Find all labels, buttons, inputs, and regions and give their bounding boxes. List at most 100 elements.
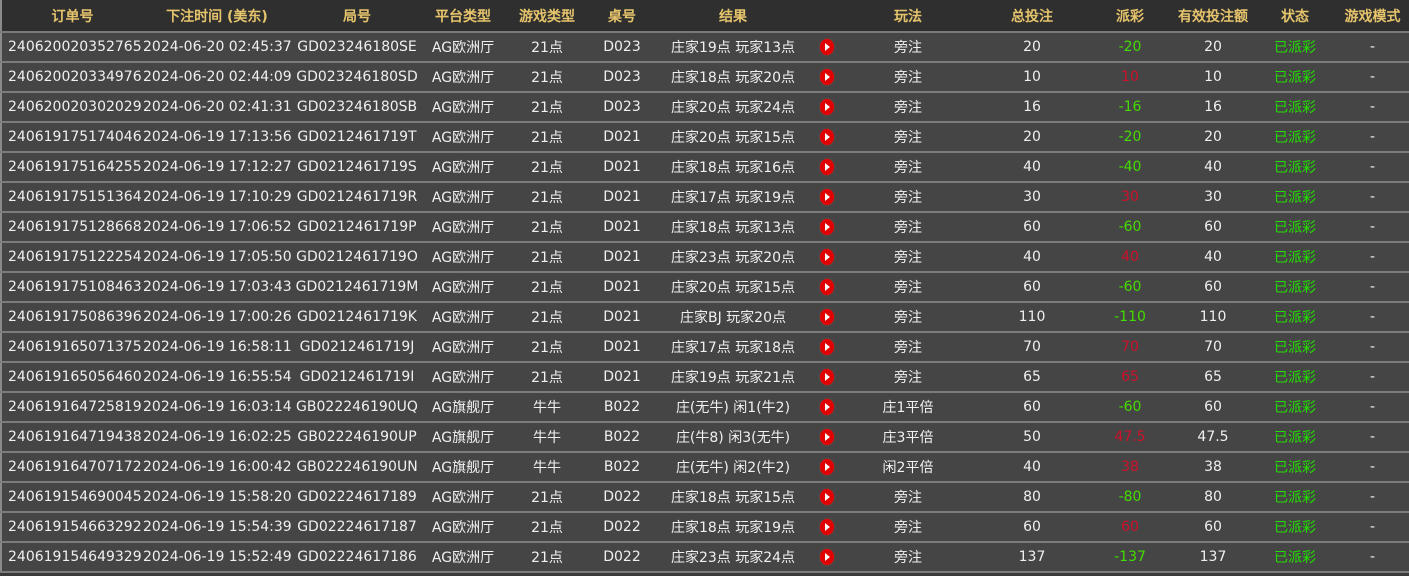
cell-payout: -60 [1089, 392, 1171, 423]
cell-bet-type: 旁注 [841, 302, 975, 333]
play-video-icon[interactable] [820, 399, 834, 415]
cell-game-type: 21点 [503, 32, 591, 63]
cell-result: 庄家19点 玩家13点 [653, 32, 813, 63]
cell-bet-time: 2024-06-19 17:10:29 [143, 182, 291, 213]
cell-table-id: D022 [591, 512, 653, 543]
cell-payout: 47.5 [1089, 422, 1171, 453]
cell-round-id: GD0212461719T [291, 122, 423, 153]
header-total-bet: 总投注 [975, 0, 1089, 33]
cell-payout: 40 [1089, 242, 1171, 273]
cell-order-id: 240619175086396 [1, 302, 143, 333]
play-video-icon[interactable] [820, 159, 834, 175]
play-video-icon[interactable] [820, 489, 834, 505]
play-video-icon[interactable] [820, 219, 834, 235]
header-round-id: 局号 [291, 0, 423, 33]
cell-table-id: D021 [591, 332, 653, 363]
cell-game-type: 21点 [503, 272, 591, 303]
cell-status: 已派彩 [1255, 482, 1335, 513]
cell-table-id: D021 [591, 182, 653, 213]
cell-bet-time: 2024-06-19 17:06:52 [143, 212, 291, 243]
cell-result: 庄家18点 玩家15点 [653, 482, 813, 513]
cell-result: 庄家23点 玩家20点 [653, 242, 813, 273]
play-video-icon[interactable] [820, 549, 834, 565]
cell-result: 庄家20点 玩家15点 [653, 122, 813, 153]
cell-platform: AG欧洲厅 [423, 272, 503, 303]
cell-bet-time: 2024-06-19 17:05:50 [143, 242, 291, 273]
play-video-icon[interactable] [820, 249, 834, 265]
cell-bet-time: 2024-06-19 16:00:42 [143, 452, 291, 483]
cell-status: 已派彩 [1255, 62, 1335, 93]
play-video-icon[interactable] [820, 519, 834, 535]
cell-valid-bet: 60 [1171, 272, 1255, 303]
cell-payout: -60 [1089, 212, 1171, 243]
play-video-icon[interactable] [820, 39, 834, 55]
cell-result: 庄家17点 玩家18点 [653, 332, 813, 363]
cell-platform: AG欧洲厅 [423, 212, 503, 243]
header-platform: 平台类型 [423, 0, 503, 33]
cell-bet-time: 2024-06-19 15:58:20 [143, 482, 291, 513]
cell-game-type: 牛牛 [503, 392, 591, 423]
cell-game-mode: - [1335, 152, 1409, 183]
cell-game-type: 牛牛 [503, 452, 591, 483]
cell-game-mode: - [1335, 452, 1409, 483]
cell-bet-type: 旁注 [841, 332, 975, 363]
cell-valid-bet: 30 [1171, 182, 1255, 213]
cell-payout: -20 [1089, 32, 1171, 63]
play-video-icon[interactable] [820, 459, 834, 475]
cell-table-id: D021 [591, 272, 653, 303]
cell-bet-type: 庄3平倍 [841, 422, 975, 453]
cell-bet-time: 2024-06-20 02:44:09 [143, 62, 291, 93]
cell-status: 已派彩 [1255, 302, 1335, 333]
cell-table-id: D021 [591, 212, 653, 243]
cell-table-id: D021 [591, 362, 653, 393]
cell-bet-type: 旁注 [841, 542, 975, 573]
header-game-mode: 游戏模式 [1335, 0, 1409, 33]
cell-valid-bet: 60 [1171, 392, 1255, 423]
cell-total-bet: 40 [975, 452, 1089, 483]
cell-status: 已派彩 [1255, 272, 1335, 303]
play-video-icon[interactable] [820, 279, 834, 295]
cell-table-id: D021 [591, 302, 653, 333]
cell-round-id: GD02224617189 [291, 482, 423, 513]
play-video-icon[interactable] [820, 69, 834, 85]
cell-order-id: 240619165056460 [1, 362, 143, 393]
cell-platform: AG欧洲厅 [423, 482, 503, 513]
cell-order-id: 240619175128668 [1, 212, 143, 243]
play-video-icon[interactable] [820, 309, 834, 325]
play-video-icon[interactable] [820, 339, 834, 355]
cell-bet-time: 2024-06-20 02:45:37 [143, 32, 291, 63]
cell-bet-type: 旁注 [841, 152, 975, 183]
cell-status: 已派彩 [1255, 182, 1335, 213]
cell-table-id: D022 [591, 482, 653, 513]
cell-game-type: 21点 [503, 482, 591, 513]
cell-status: 已派彩 [1255, 512, 1335, 543]
play-video-icon[interactable] [820, 369, 834, 385]
cell-order-id: 240619175122254 [1, 242, 143, 273]
cell-status: 已派彩 [1255, 332, 1335, 363]
cell-round-id: GD0212461719O [291, 242, 423, 273]
replay-cell [813, 242, 841, 273]
cell-total-bet: 16 [975, 92, 1089, 123]
cell-game-type: 21点 [503, 152, 591, 183]
cell-bet-time: 2024-06-19 17:00:26 [143, 302, 291, 333]
cell-order-id: 240619154690045 [1, 482, 143, 513]
cell-table-id: D021 [591, 122, 653, 153]
cell-game-type: 21点 [503, 332, 591, 363]
cell-result: 庄(牛8) 闲3(无牛) [653, 422, 813, 453]
cell-result: 庄家18点 玩家19点 [653, 512, 813, 543]
play-video-icon[interactable] [820, 429, 834, 445]
cell-order-id: 240620020352765 [1, 32, 143, 63]
play-video-icon[interactable] [820, 129, 834, 145]
cell-table-id: D023 [591, 92, 653, 123]
cell-status: 已派彩 [1255, 392, 1335, 423]
table-row: 240619165056460 2024-06-19 16:55:54 GD0212… [1, 362, 1409, 393]
cell-game-mode: - [1335, 482, 1409, 513]
replay-cell [813, 362, 841, 393]
cell-platform: AG欧洲厅 [423, 302, 503, 333]
cell-payout: -110 [1089, 302, 1171, 333]
play-video-icon[interactable] [820, 189, 834, 205]
cell-bet-time: 2024-06-19 17:12:27 [143, 152, 291, 183]
table-row: 240619164725819 2024-06-19 16:03:14 GB0222… [1, 392, 1409, 423]
cell-result: 庄家18点 玩家16点 [653, 152, 813, 183]
play-video-icon[interactable] [820, 99, 834, 115]
